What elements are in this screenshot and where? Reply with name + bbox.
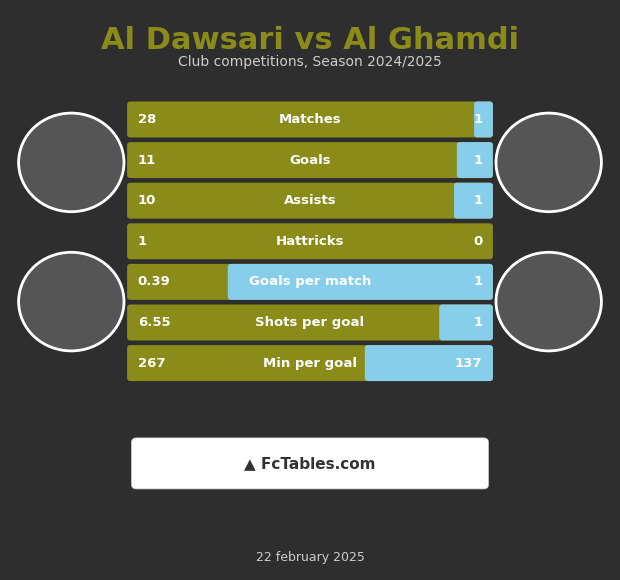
Text: 6.55: 6.55 <box>138 316 171 329</box>
FancyBboxPatch shape <box>127 183 493 219</box>
Text: Goals: Goals <box>289 154 331 166</box>
Text: 1: 1 <box>138 235 147 248</box>
FancyBboxPatch shape <box>457 142 493 178</box>
FancyBboxPatch shape <box>474 102 493 137</box>
Circle shape <box>496 252 601 351</box>
Text: 267: 267 <box>138 357 165 369</box>
FancyBboxPatch shape <box>127 102 493 137</box>
FancyBboxPatch shape <box>127 345 493 381</box>
Text: 1: 1 <box>473 113 482 126</box>
Text: 1: 1 <box>473 194 482 207</box>
Text: 11: 11 <box>138 154 156 166</box>
Text: 22 february 2025: 22 february 2025 <box>255 552 365 564</box>
FancyBboxPatch shape <box>365 345 493 381</box>
Text: Club competitions, Season 2024/2025: Club competitions, Season 2024/2025 <box>178 55 442 69</box>
Text: 0.39: 0.39 <box>138 276 171 288</box>
Text: Assists: Assists <box>284 194 336 207</box>
Text: 137: 137 <box>455 357 482 369</box>
Text: 1: 1 <box>473 316 482 329</box>
Text: Min per goal: Min per goal <box>263 357 357 369</box>
FancyBboxPatch shape <box>127 264 493 300</box>
FancyBboxPatch shape <box>127 142 493 178</box>
Text: 1: 1 <box>473 276 482 288</box>
Text: Al Dawsari vs Al Ghamdi: Al Dawsari vs Al Ghamdi <box>101 26 519 55</box>
FancyBboxPatch shape <box>127 223 493 259</box>
Text: 0: 0 <box>473 235 482 248</box>
Text: ▲ FcTables.com: ▲ FcTables.com <box>244 456 376 471</box>
Text: 1: 1 <box>473 154 482 166</box>
Text: Matches: Matches <box>278 113 342 126</box>
Text: 28: 28 <box>138 113 156 126</box>
Circle shape <box>19 252 124 351</box>
FancyBboxPatch shape <box>454 183 493 219</box>
Text: Shots per goal: Shots per goal <box>255 316 365 329</box>
Circle shape <box>19 113 124 212</box>
Text: Hattricks: Hattricks <box>276 235 344 248</box>
Circle shape <box>496 113 601 212</box>
FancyBboxPatch shape <box>131 438 489 489</box>
FancyBboxPatch shape <box>439 304 493 340</box>
FancyBboxPatch shape <box>228 264 493 300</box>
Text: Goals per match: Goals per match <box>249 276 371 288</box>
Text: 10: 10 <box>138 194 156 207</box>
FancyBboxPatch shape <box>127 304 493 340</box>
